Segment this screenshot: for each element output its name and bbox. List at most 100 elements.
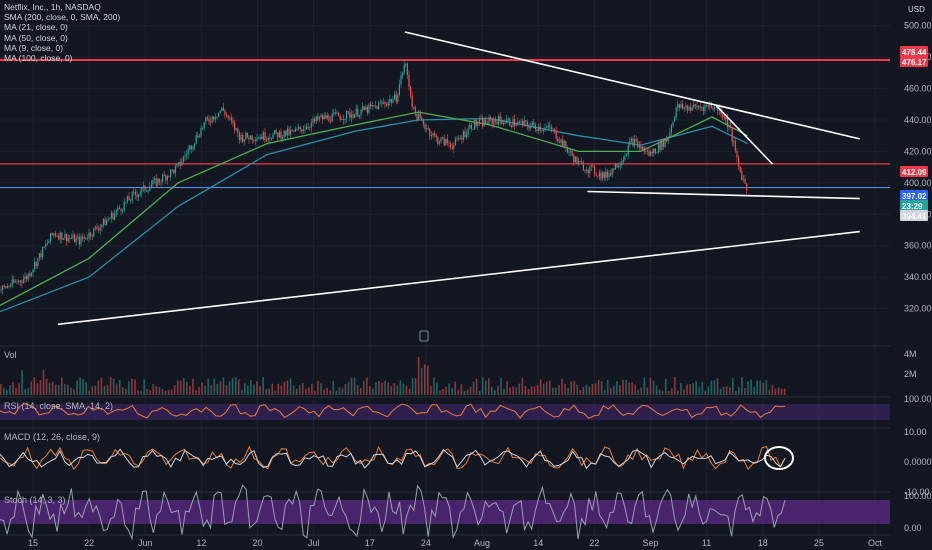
x-tick-label: 14 bbox=[533, 538, 543, 548]
candle-body bbox=[496, 121, 498, 125]
indicator-ma21[interactable]: MA (21, close, 0) bbox=[4, 22, 68, 33]
volume-bar bbox=[253, 384, 255, 395]
candle-body bbox=[109, 218, 111, 220]
candle-body bbox=[322, 115, 324, 120]
candle-body bbox=[451, 147, 453, 149]
candle-body bbox=[195, 135, 197, 144]
candle-body bbox=[506, 119, 508, 123]
candle-body bbox=[251, 135, 253, 141]
candle-body bbox=[70, 238, 72, 239]
candle-body bbox=[123, 202, 125, 211]
candle-body bbox=[552, 128, 554, 130]
volume-bar bbox=[509, 387, 511, 395]
volume-bar bbox=[494, 390, 496, 395]
candle-body bbox=[331, 113, 333, 122]
candle-body bbox=[502, 122, 504, 124]
price-tag-label: 476.17 bbox=[902, 58, 927, 67]
indicator-ma50[interactable]: MA (50, close, 0) bbox=[4, 32, 68, 43]
volume-bar bbox=[771, 384, 774, 395]
candle-body bbox=[698, 106, 700, 108]
indicator-ma9[interactable]: MA (9, close, 0) bbox=[4, 42, 64, 53]
candle-body bbox=[218, 112, 220, 117]
trendlines[interactable] bbox=[57, 31, 860, 326]
candle-body bbox=[629, 141, 631, 146]
symbol-title[interactable]: Netflix, Inc., 1h, NASDAQ bbox=[4, 2, 101, 12]
volume-bar bbox=[738, 386, 740, 395]
candle-body bbox=[462, 131, 464, 140]
candle-body bbox=[187, 149, 189, 155]
candle-body bbox=[125, 202, 127, 203]
candle-body bbox=[638, 145, 640, 148]
price-tag-label: 412.09 bbox=[902, 168, 927, 177]
candle-body bbox=[738, 157, 740, 167]
volume-bar bbox=[387, 382, 389, 395]
candle-body bbox=[243, 139, 245, 142]
volume-bar bbox=[317, 380, 319, 395]
candle-body bbox=[470, 124, 472, 129]
indicator-ma100[interactable]: MA (100, close, 0) bbox=[4, 53, 73, 64]
volume-bar bbox=[375, 382, 377, 395]
volume-bar bbox=[0, 384, 2, 395]
volume-bar bbox=[445, 386, 447, 395]
indicator-sma200[interactable]: SMA (200, close, 0, SMA, 200) bbox=[4, 12, 121, 23]
candle-body bbox=[485, 119, 487, 124]
volume-bar bbox=[45, 378, 48, 395]
volume-bar bbox=[115, 384, 118, 395]
trendline-1 bbox=[715, 105, 774, 165]
candle-body bbox=[651, 151, 653, 154]
candle-body bbox=[731, 128, 733, 142]
candle-body bbox=[42, 246, 44, 258]
volume-bar bbox=[140, 390, 142, 395]
volume-bar bbox=[603, 389, 606, 395]
candle-body bbox=[360, 110, 362, 116]
candle-body bbox=[267, 137, 269, 141]
candle-body bbox=[162, 174, 164, 182]
volume-bar bbox=[262, 377, 264, 395]
volume-bar bbox=[15, 387, 17, 395]
volume-bar bbox=[643, 377, 646, 395]
volume-bar bbox=[335, 390, 338, 395]
candle-body bbox=[547, 125, 549, 128]
candle-body bbox=[93, 227, 95, 237]
candle-body bbox=[648, 150, 650, 156]
volume-bar bbox=[448, 383, 450, 395]
volume-bar bbox=[240, 389, 243, 395]
volume-bar bbox=[64, 384, 66, 395]
candle-body bbox=[278, 131, 280, 138]
candle-body bbox=[742, 178, 744, 180]
volume-bar bbox=[567, 387, 569, 395]
volume-bar bbox=[85, 382, 87, 395]
candle-body bbox=[662, 139, 664, 147]
candle-body bbox=[672, 121, 674, 126]
candle-body bbox=[414, 107, 416, 114]
x-tick-label: 22 bbox=[589, 538, 599, 548]
candle-body bbox=[438, 141, 440, 144]
currency-label: USD bbox=[908, 5, 925, 14]
candle-body bbox=[8, 286, 10, 287]
candle-body bbox=[571, 150, 573, 156]
price-axis[interactable]: 320.00340.00360.00380.00400.00420.00440.… bbox=[890, 0, 932, 550]
candle-body bbox=[390, 99, 392, 103]
candle-body bbox=[43, 246, 45, 248]
candle-body bbox=[110, 213, 112, 219]
candle-body bbox=[246, 132, 248, 138]
price-tag-bg bbox=[900, 56, 928, 67]
candle-body bbox=[576, 156, 578, 165]
time-axis[interactable]: 15 22 Jun 12 20 Jul 17 24 Aug 14 22 Sep 11 18 25 Oct bbox=[28, 538, 883, 548]
volume-bar bbox=[42, 369, 45, 395]
volume-bar bbox=[677, 390, 679, 395]
candle-body bbox=[142, 185, 144, 188]
candle-body bbox=[90, 232, 92, 237]
volume-bar bbox=[594, 383, 597, 395]
volume-bar bbox=[427, 365, 429, 395]
candle-body bbox=[126, 196, 128, 203]
candle-body bbox=[530, 125, 532, 129]
candle-body bbox=[466, 134, 468, 138]
volume-bar bbox=[475, 378, 478, 395]
candle-body bbox=[272, 134, 274, 139]
volume-bar bbox=[106, 384, 109, 395]
candle-body bbox=[581, 161, 583, 163]
volume-bar bbox=[390, 386, 392, 395]
